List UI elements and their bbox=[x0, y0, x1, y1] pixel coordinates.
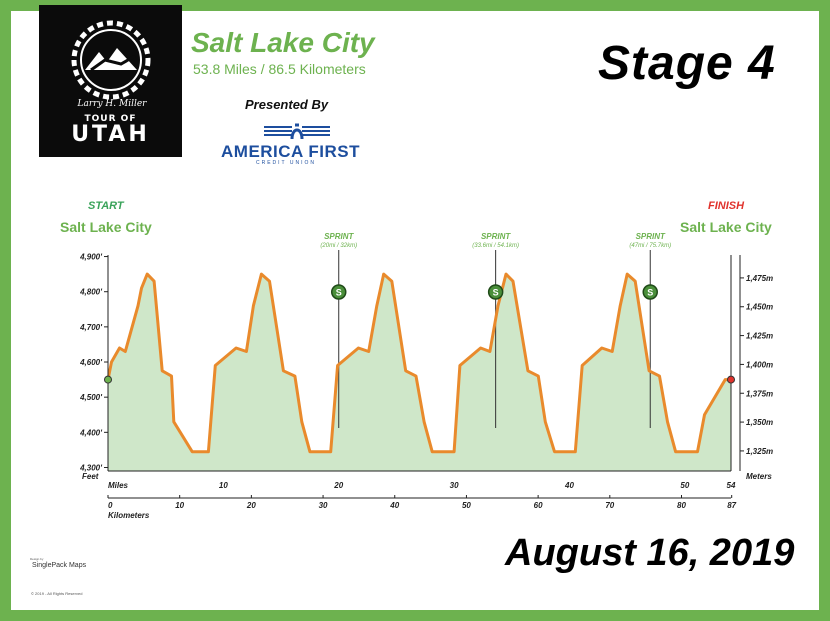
x2-tick-label: 0 bbox=[108, 501, 113, 510]
copyright-notice: © 2019 - All Rights Reserved bbox=[31, 591, 83, 596]
eagle-wings-icon bbox=[264, 123, 330, 140]
sprint-icon bbox=[487, 284, 504, 300]
x2-tick-label: 87 bbox=[727, 501, 736, 510]
sprint-label: SPRINT bbox=[324, 232, 354, 241]
finish-city: Salt Lake City bbox=[680, 219, 772, 235]
x-tick-label: 54 bbox=[727, 481, 736, 490]
x-axis-unit: Miles bbox=[108, 481, 129, 490]
sponsor-subtitle: CREDIT UNION bbox=[255, 160, 317, 166]
y2-tick-label: 1,325m bbox=[746, 447, 773, 456]
stage-distance: 53.8 Miles / 86.5 Kilometers bbox=[193, 61, 366, 77]
start-label: START bbox=[88, 200, 124, 212]
x2-tick-label: 40 bbox=[389, 501, 399, 510]
presented-by-label: Presented By bbox=[245, 97, 329, 112]
finish-marker bbox=[727, 375, 735, 384]
y2-tick-label: 1,475m bbox=[746, 274, 773, 283]
y-tick-label: 4,800' bbox=[79, 288, 103, 297]
tour-of-utah-logo: Larry H. Miller TOUR OF UTAH bbox=[39, 5, 182, 157]
logo-utah-text: UTAH bbox=[71, 122, 150, 147]
x2-tick-label: 50 bbox=[462, 501, 471, 510]
y2-tick-label: 1,450m bbox=[746, 303, 773, 312]
sprint-icon bbox=[330, 284, 347, 300]
y-tick-label: 4,700' bbox=[79, 323, 103, 332]
y2-tick-label: 1,350m bbox=[746, 418, 773, 427]
sprint-distance: (33.6mi / 54.1km) bbox=[472, 243, 519, 249]
x2-tick-label: 20 bbox=[246, 501, 256, 510]
y2-tick-label: 1,425m bbox=[746, 332, 773, 341]
y-tick-label: 4,500' bbox=[79, 393, 103, 402]
x-tick-label: 10 bbox=[219, 481, 228, 490]
sponsor-name: AMERICA FIRST bbox=[221, 142, 361, 161]
y2-tick-label: 1,400m bbox=[746, 360, 773, 369]
start-marker bbox=[104, 375, 112, 384]
x-tick-label: 30 bbox=[450, 481, 459, 490]
stage-city-title: Salt Lake City bbox=[191, 27, 375, 58]
sprint-icon bbox=[642, 284, 658, 300]
x2-tick-label: 60 bbox=[534, 501, 543, 510]
x-tick-label: 50 bbox=[680, 481, 689, 490]
x2-tick-label: 80 bbox=[677, 501, 686, 510]
y-tick-label: 4,900' bbox=[79, 253, 103, 262]
x2-tick-label: 10 bbox=[175, 501, 184, 510]
race-date: August 16, 2019 bbox=[505, 532, 795, 574]
map-maker-credit: SinglePack Maps bbox=[32, 562, 87, 569]
x2-tick-label: 30 bbox=[319, 501, 328, 510]
sprint-label: SPRINT bbox=[481, 232, 511, 241]
sprint-icon-letter: S bbox=[336, 288, 342, 298]
x-tick-label: 40 bbox=[564, 481, 574, 490]
sprint-icon-letter: S bbox=[493, 288, 499, 298]
x2-axis-unit: Kilometers bbox=[108, 511, 150, 520]
sprint-distance: (47mi / 75.7km) bbox=[629, 243, 671, 249]
sun-gear-icon bbox=[71, 20, 151, 100]
sprint-distance: (20mi / 32km) bbox=[320, 243, 357, 249]
sprint-label: SPRINT bbox=[636, 232, 666, 241]
y-tick-label: 4,600' bbox=[79, 358, 103, 367]
start-city: Salt Lake City bbox=[60, 219, 152, 235]
profile-line bbox=[106, 272, 731, 454]
x2-tick-label: 70 bbox=[605, 501, 614, 510]
logo-signature: Larry H. Miller bbox=[77, 99, 147, 109]
y-axis-unit: Feet bbox=[82, 472, 99, 481]
profile-area bbox=[108, 274, 731, 471]
y2-axis-unit: Meters bbox=[746, 472, 772, 481]
stage-number: Stage 4 bbox=[598, 37, 776, 90]
map-maker-credit-small: Design by bbox=[30, 557, 44, 561]
finish-label: FINISH bbox=[708, 200, 745, 212]
x-tick-label: 20 bbox=[333, 481, 343, 490]
y2-tick-label: 1,375m bbox=[746, 389, 773, 398]
y-tick-label: 4,400' bbox=[79, 428, 103, 437]
y-tick-label: 4,300' bbox=[79, 463, 103, 472]
sprint-icon-letter: S bbox=[647, 288, 653, 298]
logo-tour-text: TOUR OF bbox=[84, 114, 137, 124]
